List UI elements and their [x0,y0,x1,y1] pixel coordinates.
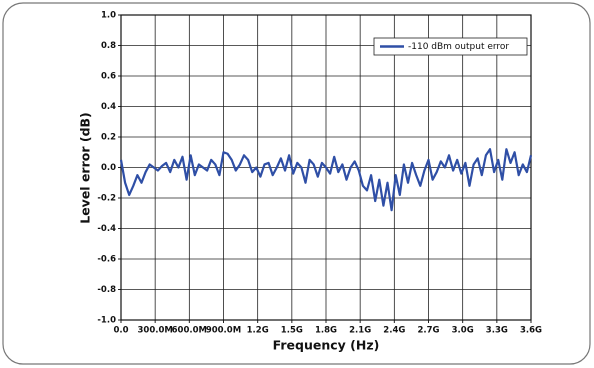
x-axis-label: Frequency (Hz) [273,338,380,353]
x-tick-label: 1.5G [281,326,303,336]
plot-border [120,14,532,321]
y-axis-label: Level error (dB) [78,112,93,224]
frame [2,2,591,365]
x-tick-label: 0.0 [113,326,128,336]
legend-box [373,37,528,56]
x-tick-label: 1.8G [315,326,337,336]
x-tick-label: 3.0G [452,326,474,336]
y-tick-label: 0.2 [101,133,116,143]
y-tick-label: 0.0 [101,163,116,173]
x-tick-label: 3.6G [520,326,542,336]
x-tick-label: 2.7G [417,326,439,336]
x-tick-label: 2.1G [349,326,371,336]
x-tick-label: 300.0M [137,326,172,336]
y-tick-label: -0.6 [97,255,116,265]
x-tick-label: 2.4G [383,326,405,336]
y-tick-label: -1.0 [97,316,116,326]
data-line [119,148,533,212]
y-tick-label: 0.6 [101,72,116,82]
x-tick-label: 1.2G [247,326,269,336]
y-tick-label: -0.2 [97,194,116,204]
y-tick-label: -0.4 [97,224,116,234]
legend-label: -110 dBm output error [408,42,509,52]
y-tick-label: 1.0 [101,11,116,21]
y-tick-label: 0.8 [101,41,116,51]
x-tick-label: 3.3G [486,326,508,336]
y-tick-label: -0.8 [97,285,116,295]
x-tick-label: 600.0M [172,326,207,336]
y-tick-label: 0.4 [101,102,116,112]
x-tick-label: 900.0M [206,326,241,336]
